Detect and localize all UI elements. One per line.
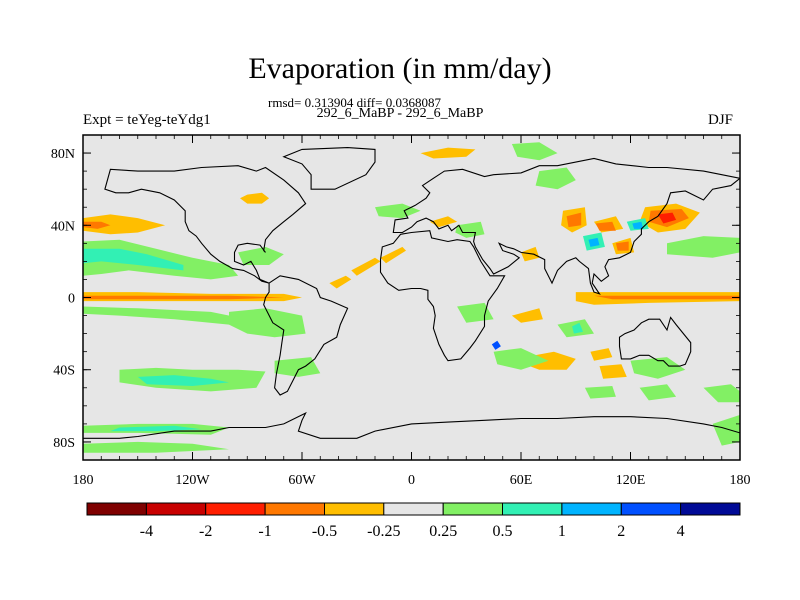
axes-layer: 180 120W 60W 0 60E 120E 180 80N 40N 0 40S 80S bbox=[51, 134, 751, 488]
experiment-label: Expt = teYeg-teYdg1 bbox=[83, 112, 211, 128]
contour-region bbox=[229, 308, 306, 338]
colorbar-label: 1 bbox=[558, 523, 566, 540]
contour-region bbox=[83, 441, 229, 453]
coastline-australia bbox=[618, 316, 692, 367]
contour-region bbox=[594, 295, 740, 300]
y-tick-label: 40N bbox=[51, 219, 75, 234]
colorbar-swatch bbox=[264, 502, 326, 516]
colorbar-swatch bbox=[383, 502, 444, 516]
contour-region bbox=[511, 308, 543, 323]
contour-region bbox=[712, 414, 740, 446]
contour-region bbox=[572, 322, 583, 334]
colorbar-swatch bbox=[205, 502, 266, 516]
y-tick-label: 0 bbox=[68, 292, 75, 307]
colorbar-label: -1 bbox=[258, 523, 271, 540]
x-tick-label: 180 bbox=[73, 473, 94, 488]
y-tick-label: 40S bbox=[53, 364, 75, 379]
colorbar-label: 0.5 bbox=[493, 523, 513, 540]
y-tick-label: 80S bbox=[53, 436, 75, 451]
x-tick-label: 60W bbox=[288, 473, 316, 488]
colorbar-label: -2 bbox=[199, 523, 212, 540]
contour-region bbox=[584, 386, 616, 399]
contour-region bbox=[599, 364, 627, 379]
colorbar-swatch bbox=[86, 502, 147, 516]
contour-fill-layer bbox=[83, 142, 740, 453]
colorbar-label: -4 bbox=[140, 523, 153, 540]
contour-region bbox=[703, 384, 740, 403]
contour-region bbox=[137, 375, 229, 386]
colorbar-label: 4 bbox=[677, 523, 685, 540]
season-label: DJF bbox=[708, 112, 734, 128]
chart-title: Evaporation (in mm/day) bbox=[248, 52, 552, 85]
colorbar-label: -0.5 bbox=[312, 523, 337, 540]
contour-region bbox=[83, 214, 166, 235]
colorbar-label: 2 bbox=[617, 523, 625, 540]
coastline-north-america bbox=[104, 165, 307, 284]
contour-region bbox=[657, 212, 677, 224]
contour-region bbox=[493, 348, 549, 370]
colorbar-swatch bbox=[442, 502, 504, 516]
contour-region bbox=[588, 237, 600, 247]
contour-region bbox=[632, 221, 644, 229]
contour-region bbox=[83, 221, 111, 229]
x-tick-label: 0 bbox=[408, 473, 415, 488]
colorbar-swatch bbox=[680, 502, 741, 516]
contour-region bbox=[238, 246, 284, 265]
coastline-greenland bbox=[282, 147, 376, 190]
coastline-antarctica bbox=[83, 411, 740, 460]
contour-region bbox=[667, 236, 740, 258]
contour-region bbox=[83, 248, 184, 271]
colorbar-swatch bbox=[620, 502, 682, 516]
coastline-africa bbox=[379, 230, 506, 362]
contour-region bbox=[595, 221, 616, 231]
contour-region bbox=[83, 306, 248, 325]
contour-region bbox=[375, 203, 421, 219]
colorbar-label: -0.25 bbox=[367, 523, 400, 540]
contour-region bbox=[630, 357, 686, 379]
contour-region bbox=[83, 295, 284, 300]
contour-region bbox=[639, 384, 677, 401]
contour-region bbox=[110, 425, 202, 432]
case-label: 292_6_MaBP - 292_6_MaBP bbox=[316, 106, 484, 121]
contour-region bbox=[491, 340, 501, 350]
colorbar-swatch bbox=[324, 502, 385, 516]
x-tick-label: 120W bbox=[175, 473, 210, 488]
contour-region bbox=[535, 167, 576, 190]
contour-region bbox=[351, 257, 381, 276]
contour-region bbox=[511, 142, 558, 161]
x-tick-label: 120E bbox=[616, 473, 646, 488]
contour-region bbox=[566, 212, 582, 228]
coastline-layer bbox=[83, 147, 740, 460]
contour-region bbox=[329, 275, 352, 289]
contour-region bbox=[615, 241, 629, 251]
contour-region bbox=[380, 246, 406, 264]
contour-region bbox=[420, 147, 476, 159]
coastline-south-america bbox=[263, 275, 349, 396]
coastline-europe-asia bbox=[392, 157, 740, 295]
contour-region bbox=[590, 348, 613, 361]
contour-region bbox=[455, 221, 485, 238]
colorbar-label: 0.25 bbox=[429, 523, 457, 540]
x-tick-label: 180 bbox=[730, 473, 751, 488]
y-tick-label: 80N bbox=[51, 147, 75, 162]
colorbar-swatch bbox=[502, 502, 563, 516]
colorbar-swatch bbox=[561, 502, 622, 516]
x-tick-label: 60E bbox=[510, 473, 533, 488]
colorbar: -4 -2 -1 -0.5 -0.25 0.25 0.5 1 2 4 bbox=[86, 502, 741, 540]
contour-region bbox=[240, 192, 270, 204]
contour-region bbox=[429, 216, 458, 228]
stats-label: rmsd= 0.313904 diff= 0.0368087 bbox=[268, 95, 441, 110]
contour-region bbox=[274, 357, 321, 377]
colorbar-swatch bbox=[145, 502, 207, 516]
